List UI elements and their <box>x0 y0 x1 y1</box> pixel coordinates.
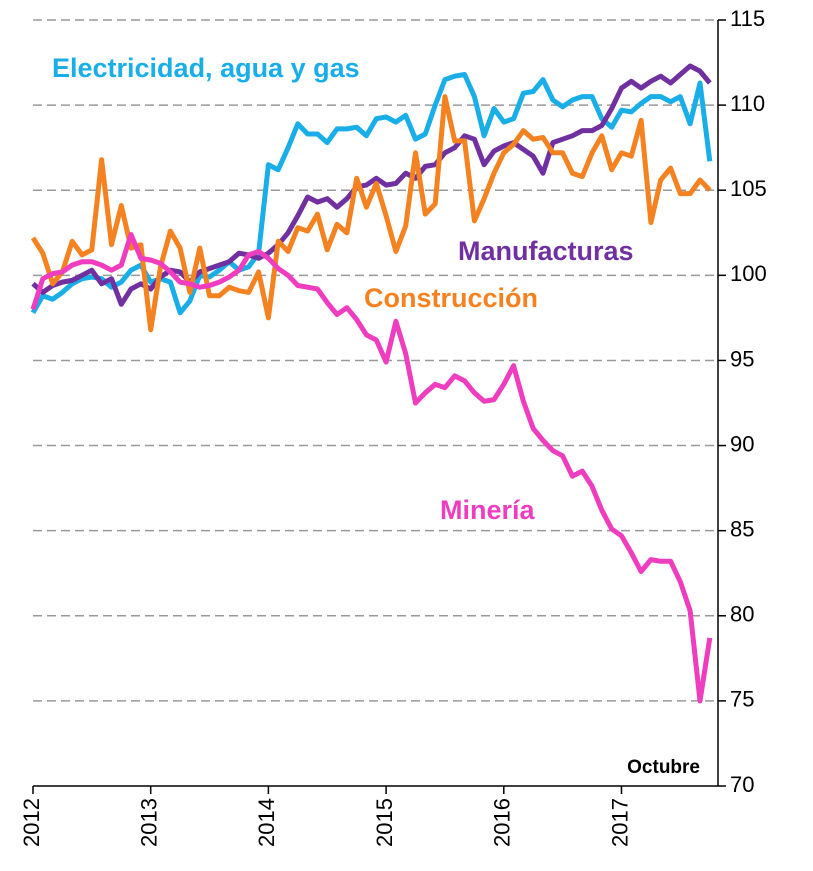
annotation: Octubre <box>627 757 700 778</box>
y-tick-label: 70 <box>730 772 754 797</box>
y-tick-label: 90 <box>730 431 754 456</box>
x-tick-label: 2014 <box>254 798 279 847</box>
y-tick-label: 110 <box>730 91 765 116</box>
y-tick-label: 100 <box>730 261 767 286</box>
y-tick-label: 80 <box>730 602 754 627</box>
x-tick-label: 2012 <box>19 798 44 847</box>
series-label: Minería <box>440 495 536 525</box>
x-tick-label: 2017 <box>607 798 632 847</box>
series-label: Construcción <box>364 283 538 313</box>
x-tick-label: 2015 <box>372 798 397 847</box>
y-tick-label: 85 <box>730 516 754 541</box>
series-line <box>30 94 712 333</box>
y-tick-label: 105 <box>730 176 767 201</box>
y-tick-label: 115 <box>730 6 765 31</box>
series-label: Electricidad, agua y gas <box>52 53 360 83</box>
y-tick-label: 75 <box>730 687 754 712</box>
x-tick-label: 2016 <box>490 798 515 847</box>
series-line <box>30 232 713 704</box>
series-label: Manufacturas <box>458 236 634 266</box>
y-tick-label: 95 <box>730 346 754 371</box>
x-tick-label: 2013 <box>137 798 162 847</box>
